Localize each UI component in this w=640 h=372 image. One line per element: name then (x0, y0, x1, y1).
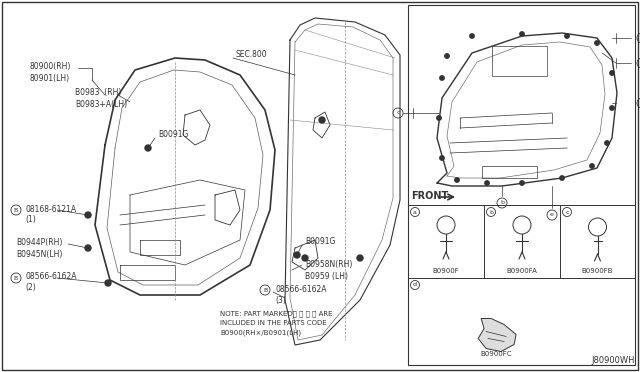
Circle shape (485, 181, 489, 185)
Circle shape (610, 106, 614, 110)
Text: (1): (1) (25, 215, 36, 224)
Text: B0900FC: B0900FC (481, 351, 512, 357)
Circle shape (445, 54, 449, 58)
Circle shape (590, 164, 594, 168)
Circle shape (85, 245, 91, 251)
Text: B0983+A(LH): B0983+A(LH) (75, 100, 127, 109)
Text: B: B (14, 208, 18, 212)
Circle shape (470, 34, 474, 38)
Bar (482, 166, 537, 178)
Text: SEC.800: SEC.800 (235, 50, 267, 59)
Circle shape (564, 34, 569, 38)
Circle shape (610, 71, 614, 75)
Text: FRONT: FRONT (411, 191, 448, 201)
Text: 08566-6162A: 08566-6162A (275, 285, 326, 294)
Text: b: b (500, 201, 504, 205)
Circle shape (145, 145, 151, 151)
Text: a: a (413, 209, 417, 215)
Circle shape (440, 156, 444, 160)
Text: c: c (396, 110, 400, 115)
Circle shape (520, 32, 524, 36)
Text: B0945N(LH): B0945N(LH) (16, 250, 62, 259)
Text: B: B (14, 276, 18, 280)
Text: 08168-6121A: 08168-6121A (25, 205, 76, 214)
Circle shape (85, 212, 91, 218)
Circle shape (319, 117, 325, 123)
Text: J80900WH: J80900WH (591, 356, 635, 365)
Text: B0091G: B0091G (158, 130, 188, 139)
Text: B0900FA: B0900FA (507, 268, 538, 274)
Text: NOTE: PART MARKEDⓐ ⓑ ⓒ ⓓ ARE: NOTE: PART MARKEDⓐ ⓑ ⓒ ⓓ ARE (220, 310, 333, 317)
Text: (2): (2) (25, 283, 36, 292)
Text: 80900(RH): 80900(RH) (30, 62, 72, 71)
Circle shape (605, 141, 609, 145)
Text: B: B (263, 288, 267, 292)
Bar (408, 5, 635, 365)
Text: B0983  (RH): B0983 (RH) (75, 88, 122, 97)
Text: b: b (489, 209, 493, 215)
Circle shape (595, 41, 599, 45)
Circle shape (560, 176, 564, 180)
Text: B0091G: B0091G (305, 237, 335, 246)
Text: B0900(RH×/B0901(LH): B0900(RH×/B0901(LH) (220, 330, 301, 337)
Text: 08566-6162A: 08566-6162A (25, 272, 77, 281)
Circle shape (105, 280, 111, 286)
Text: B0900F: B0900F (433, 268, 460, 274)
Text: c: c (565, 209, 569, 215)
Circle shape (437, 116, 441, 120)
Circle shape (294, 252, 300, 258)
Polygon shape (478, 318, 516, 352)
Text: B0900FB: B0900FB (582, 268, 613, 274)
Text: (3): (3) (275, 296, 286, 305)
Circle shape (440, 76, 444, 80)
Circle shape (520, 181, 524, 185)
Circle shape (455, 178, 460, 182)
Text: 80901(LH): 80901(LH) (30, 74, 70, 83)
Text: INCLUDED IN THE PARTS CODE: INCLUDED IN THE PARTS CODE (220, 320, 326, 326)
Circle shape (357, 255, 363, 261)
Text: d: d (413, 282, 417, 288)
Text: B0944P(RH): B0944P(RH) (16, 238, 62, 247)
Circle shape (302, 255, 308, 261)
Text: B0959 (LH): B0959 (LH) (305, 272, 348, 281)
Text: B0958N(RH): B0958N(RH) (305, 260, 353, 269)
Text: e: e (550, 212, 554, 218)
